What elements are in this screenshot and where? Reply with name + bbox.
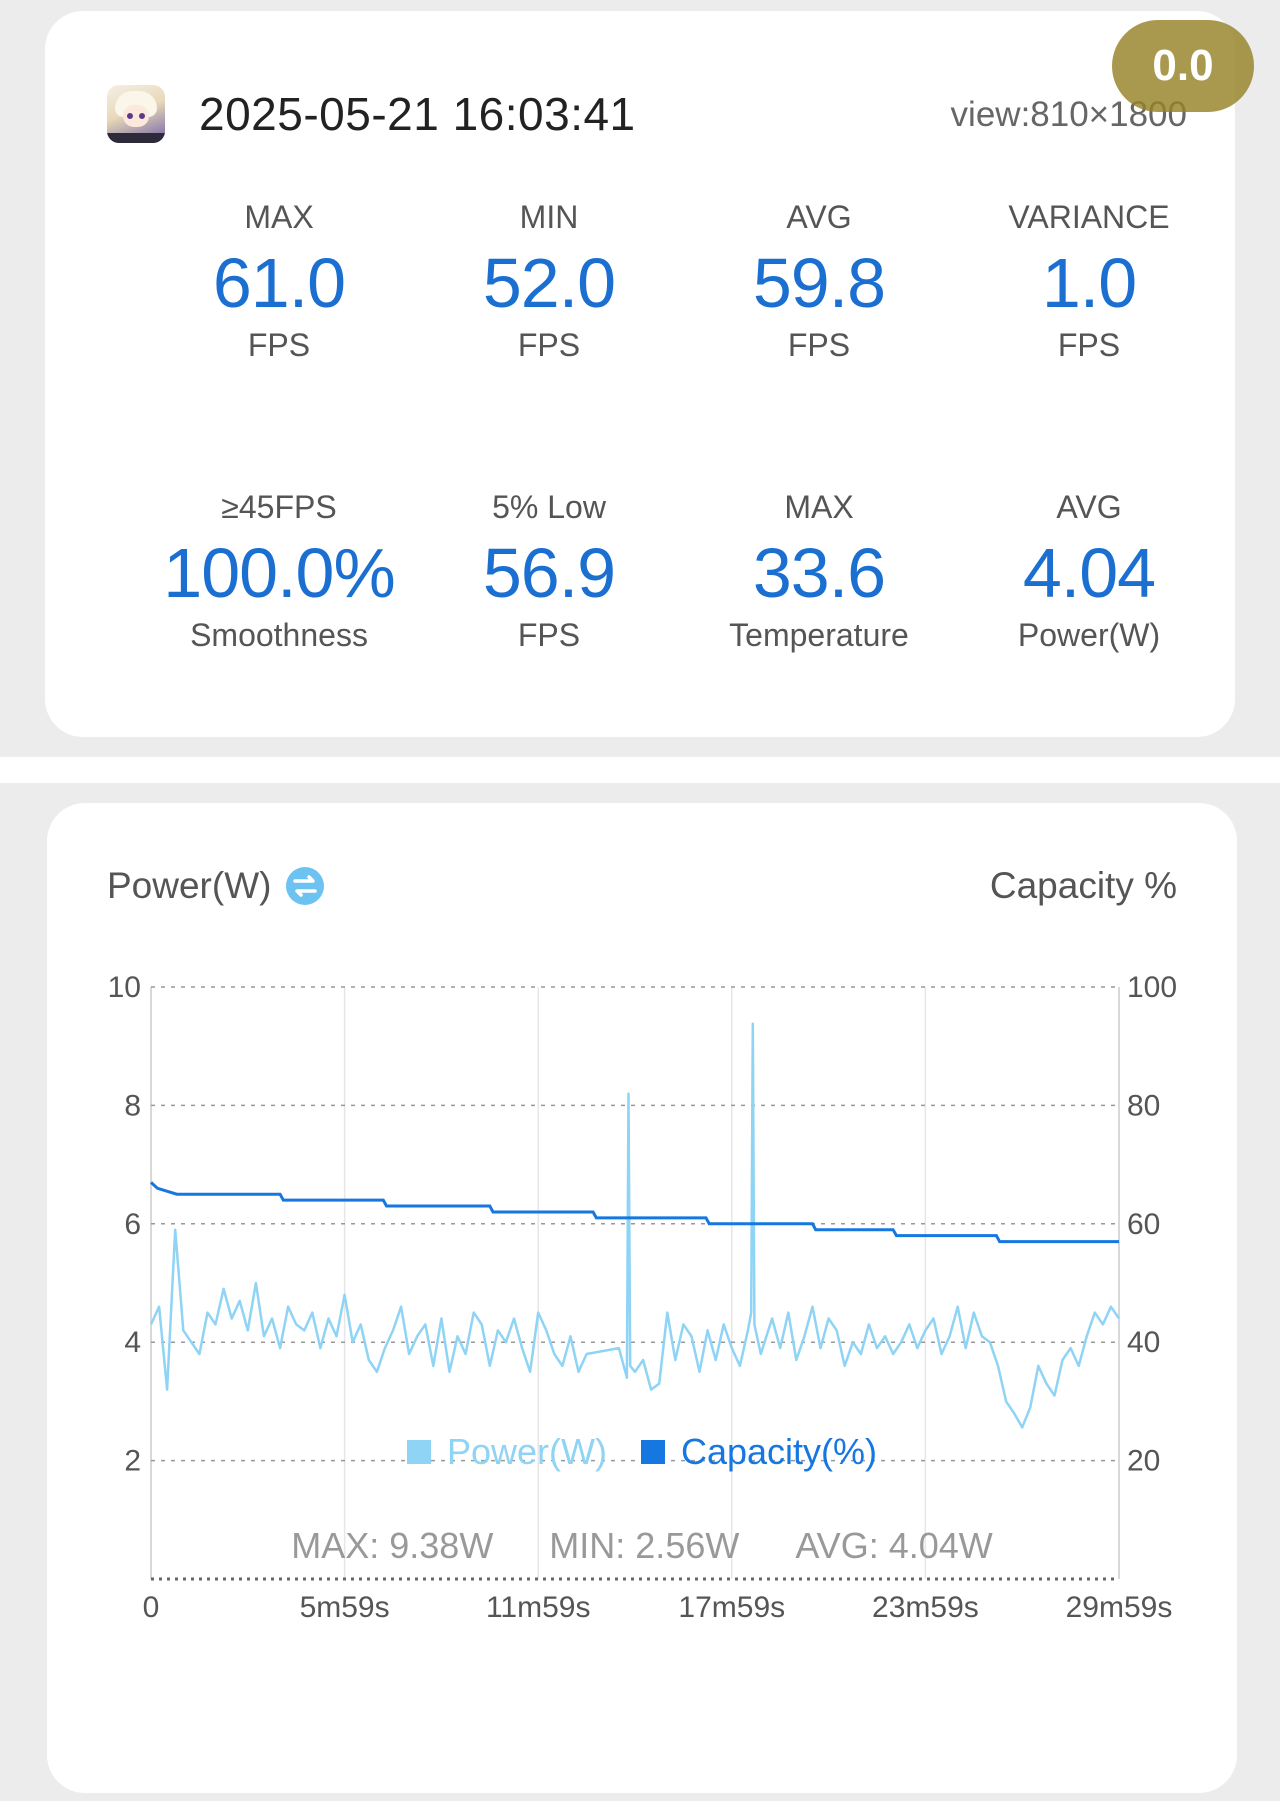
chart-left-axis-title: Power(W) [107, 865, 325, 907]
metric-value: 4.04 [1022, 534, 1156, 612]
session-header: 2025-05-21 16:03:41 view:810×1800 [107, 73, 1227, 153]
y-right-tick-label: 40 [1127, 1326, 1160, 1359]
power-series-line [149, 1022, 1121, 1429]
y-left-tick-label: 10 [108, 971, 141, 1004]
summary-min: MIN: 2.56W [549, 1525, 740, 1566]
legend-swatch-capacity [640, 1440, 665, 1464]
metric-value: 1.0 [1041, 244, 1137, 322]
y-left-tick-label: 8 [124, 1089, 141, 1122]
power-capacity-chart: 2 4 6 8 10 20 40 60 80 100 0 5m59s 11m59s 17m59s 23m59… [108, 971, 1177, 1624]
floating-score-badge[interactable]: 0.0 [1112, 20, 1254, 112]
legend-item-capacity[interactable]: Capacity(%) [640, 1431, 878, 1473]
metric-value: 56.9 [482, 534, 616, 612]
legend-swatch-power [406, 1440, 431, 1464]
section-divider [0, 757, 1280, 783]
y-right-tick-label: 80 [1127, 1089, 1160, 1122]
metric-label: MAX [244, 199, 314, 235]
metric-unit: FPS [517, 617, 581, 653]
metric-unit: Temperature [729, 617, 909, 653]
metric-max-fps: MAX 61.0 FPS [144, 199, 414, 364]
metric-variance-fps: VARIANCE 1.0 FPS [954, 199, 1224, 364]
power-chart-card: Power(W) Capacity % 2 4 6 8 10 20 40 60 80 100 0 5m… [47, 803, 1237, 1793]
metric-value: 100.0% [163, 534, 395, 612]
x-tick-label: 29m59s [1066, 1591, 1173, 1624]
metric-unit: Power(W) [1017, 617, 1161, 653]
legend-item-power[interactable]: Power(W) [406, 1431, 607, 1473]
y-right-tick-label: 100 [1127, 971, 1177, 1004]
metric-5pct-low: 5% Low 56.9 FPS [414, 489, 684, 654]
x-tick-label: 17m59s [678, 1591, 785, 1624]
metric-min-fps: MIN 52.0 FPS [414, 199, 684, 364]
left-axis-title-text: Power(W) [107, 865, 272, 906]
swap-icon[interactable] [285, 866, 325, 906]
x-tick-label: 0 [143, 1591, 160, 1624]
metric-label: 5% Low [492, 489, 606, 525]
metric-value: 52.0 [482, 244, 616, 322]
metric-avg-power: AVG 4.04 Power(W) [954, 489, 1224, 654]
capacity-series-line [149, 1181, 1119, 1244]
metric-label: MIN [519, 199, 579, 235]
y-left-tick-label: 2 [124, 1445, 141, 1478]
legend-label-capacity: Capacity(%) [680, 1431, 878, 1472]
metric-label: VARIANCE [1008, 199, 1170, 235]
metric-smoothness: ≥45FPS 100.0% Smoothness [144, 489, 414, 654]
metric-label: AVG [786, 199, 852, 235]
fps-stats-card: 2025-05-21 16:03:41 view:810×1800 MAX 61… [45, 11, 1235, 737]
metric-unit: FPS [247, 327, 311, 363]
y-right-tick-label: 20 [1127, 1445, 1160, 1478]
metric-label: AVG [1056, 489, 1122, 525]
x-tick-label: 11m59s [486, 1591, 591, 1624]
power-summary: MAX: 9.38W MIN: 2.56W AVG: 4.04W [47, 1525, 1237, 1567]
summary-max: MAX: 9.38W [291, 1525, 494, 1566]
metric-label: ≥45FPS [221, 489, 337, 525]
metric-unit: FPS [517, 327, 581, 363]
x-tick-label: 5m59s [300, 1591, 390, 1624]
y-left-tick-label: 4 [124, 1326, 141, 1359]
metric-unit: FPS [787, 327, 851, 363]
app-icon [107, 85, 165, 143]
metric-unit: FPS [1057, 327, 1121, 363]
metric-unit: Smoothness [190, 617, 368, 653]
summary-avg: AVG: 4.04W [795, 1525, 993, 1566]
metric-value: 33.6 [752, 534, 886, 612]
legend-label-power: Power(W) [446, 1431, 607, 1472]
y-right-tick-label: 60 [1127, 1208, 1160, 1241]
chart-right-axis-title: Capacity % [989, 865, 1177, 906]
session-timestamp: 2025-05-21 16:03:41 [199, 88, 636, 140]
chart-legend: Power(W) Capacity(%) [47, 1431, 1237, 1473]
metric-avg-fps: AVG 59.8 FPS [684, 199, 954, 364]
metric-value: 59.8 [752, 244, 886, 322]
metric-max-temperature: MAX 33.6 Temperature [684, 489, 954, 654]
y-left-tick-label: 6 [124, 1208, 141, 1241]
metric-value: 61.0 [212, 244, 346, 322]
x-tick-label: 23m59s [872, 1591, 979, 1624]
metric-label: MAX [784, 489, 854, 525]
